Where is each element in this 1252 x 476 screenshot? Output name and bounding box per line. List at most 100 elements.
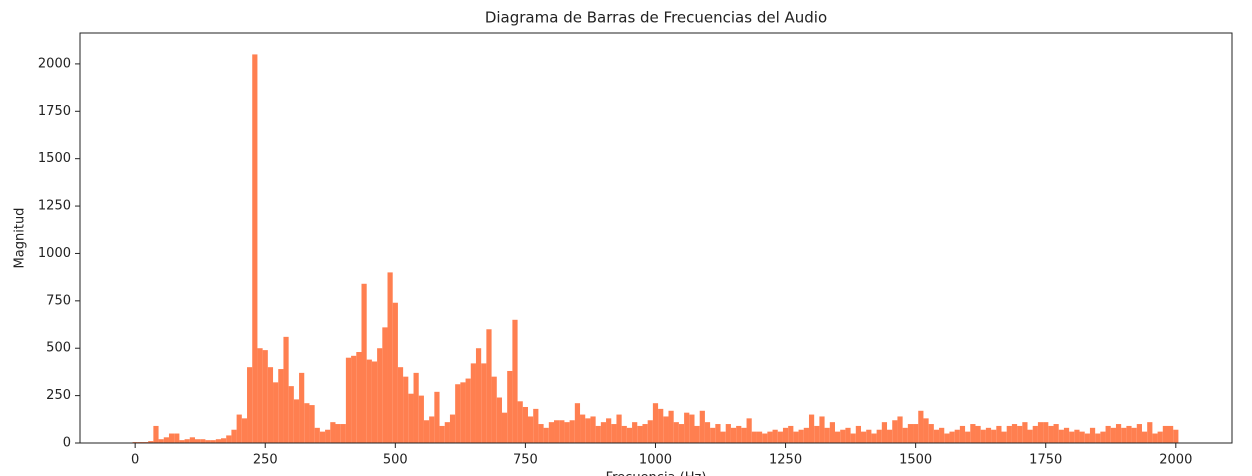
bar	[340, 424, 346, 443]
y-tick-label: 2000	[38, 56, 71, 71]
bar	[569, 420, 575, 443]
bar	[319, 431, 326, 443]
bar	[902, 427, 908, 443]
bar	[1001, 431, 1007, 443]
bar	[897, 416, 903, 443]
bar	[288, 386, 294, 443]
bar	[1168, 425, 1174, 443]
bar	[1147, 422, 1153, 443]
bar	[600, 422, 607, 443]
bar	[351, 355, 357, 443]
bar	[278, 369, 284, 443]
bar	[855, 425, 862, 443]
bar	[777, 431, 783, 443]
bar	[231, 429, 237, 443]
bar	[1048, 425, 1054, 443]
bar	[512, 319, 518, 443]
bar	[1027, 429, 1033, 443]
bar	[299, 372, 305, 443]
bar	[1084, 433, 1090, 443]
bar	[840, 429, 846, 443]
bar	[1011, 424, 1018, 443]
bar	[1173, 429, 1179, 443]
bar	[762, 433, 768, 443]
bar	[210, 440, 216, 443]
bar	[554, 420, 560, 443]
bar	[1126, 425, 1132, 443]
bar	[652, 403, 659, 443]
bar	[1006, 425, 1012, 443]
bar	[345, 357, 352, 443]
bar	[501, 412, 508, 443]
bar	[829, 422, 835, 443]
bar	[751, 431, 757, 443]
bar	[678, 424, 685, 443]
bar	[423, 420, 430, 443]
bar	[205, 440, 211, 443]
bar	[621, 425, 627, 443]
bar	[944, 433, 950, 443]
bar	[1105, 425, 1111, 443]
bar	[814, 425, 820, 443]
bar	[309, 405, 315, 443]
bar	[325, 429, 331, 443]
bar	[1141, 431, 1148, 443]
bar	[975, 425, 981, 443]
x-axis-label: Frecuencia (Hz)	[606, 471, 707, 476]
bar	[486, 329, 492, 443]
bar	[606, 418, 612, 443]
bars	[132, 54, 1179, 444]
bar	[538, 424, 544, 443]
bar	[215, 439, 222, 443]
x-tick-label: 1500	[899, 453, 932, 468]
bar	[434, 391, 440, 443]
bar	[850, 433, 856, 443]
chart-title: Diagrama de Barras de Frecuencias del Au…	[485, 9, 827, 27]
bar	[913, 424, 919, 443]
bar	[408, 393, 414, 443]
bar	[923, 418, 929, 443]
bar	[314, 427, 320, 443]
y-tick-label: 750	[46, 293, 71, 308]
bar	[455, 384, 461, 443]
bar	[824, 427, 830, 443]
bar	[548, 422, 555, 443]
bar	[1110, 427, 1116, 443]
bar	[772, 429, 778, 443]
bar	[767, 431, 773, 443]
bar	[1131, 427, 1137, 443]
bar	[642, 424, 648, 443]
bar	[356, 352, 362, 443]
bar	[163, 437, 169, 443]
bar	[1162, 425, 1168, 443]
y-tick-label: 1500	[38, 151, 71, 166]
bar	[720, 431, 726, 443]
bar	[387, 272, 393, 443]
bar	[928, 424, 934, 443]
bar	[585, 418, 591, 443]
bar	[808, 414, 815, 443]
bar	[168, 433, 175, 443]
bar	[330, 422, 336, 443]
bar	[1032, 425, 1038, 443]
bar	[507, 370, 513, 443]
bar	[580, 414, 586, 443]
bar	[226, 435, 232, 443]
bar	[694, 425, 700, 443]
bar	[887, 429, 893, 443]
bar	[184, 439, 190, 443]
bar	[756, 431, 763, 443]
bar	[1157, 431, 1163, 443]
bar	[236, 414, 242, 443]
bar	[798, 429, 804, 443]
bar	[304, 403, 310, 443]
bar	[985, 427, 992, 443]
y-tick-label: 1000	[38, 246, 71, 261]
bar	[418, 395, 424, 443]
bar	[907, 424, 914, 443]
bar	[710, 427, 716, 443]
bar	[153, 425, 159, 443]
bar	[632, 422, 638, 443]
bar	[429, 416, 435, 443]
